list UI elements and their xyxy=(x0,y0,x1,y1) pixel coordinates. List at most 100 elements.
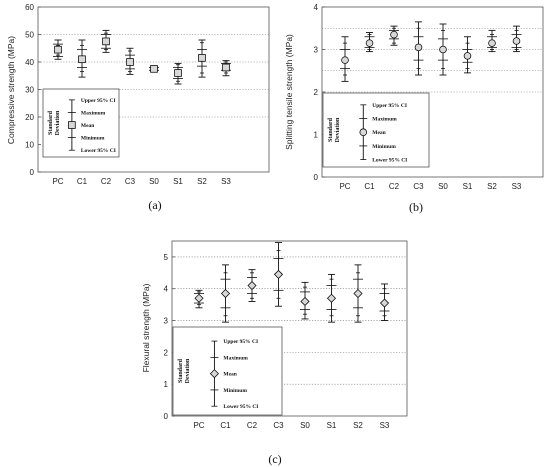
panel-c-S3-mean-marker xyxy=(379,298,390,308)
panel-b-S2-mean-marker xyxy=(488,39,496,47)
panel-c-legend-box xyxy=(172,326,283,416)
panel-b-PC-mean-marker xyxy=(341,56,349,64)
panel-b-S3-mean-marker xyxy=(512,37,521,45)
panel-a-y-tick-label: 30 xyxy=(25,86,34,95)
panel-c-y-tick-label: 0 xyxy=(164,412,169,421)
panel-b-glyph-S2 xyxy=(487,29,497,53)
panel-c-x-tick-label: C1 xyxy=(220,421,231,430)
panel-c-S2-mean-marker xyxy=(353,288,363,299)
panel-c-S1-mean-marker xyxy=(326,293,337,303)
panel-c-glyph-PC xyxy=(194,289,204,309)
panel-c-caption: (c) xyxy=(268,452,281,466)
panel-c-legend-mean-marker xyxy=(209,369,219,379)
panel-a-legend-side-label-2: Deviation xyxy=(55,110,61,135)
panel-c-legend-upper-ci-label: Upper 95% CI xyxy=(223,339,258,345)
panel-a-x-tick-label: PC xyxy=(52,177,63,186)
panel-b-y-tick-label: 0 xyxy=(314,173,319,182)
panel-c-y-tick-label: 1 xyxy=(164,380,169,389)
panel-a-legend: Upper 95% CI Maximum Mean Minimum Lower 95% … xyxy=(42,88,120,158)
panel-c-y-tick-label: 4 xyxy=(164,285,169,294)
panel-c-x-tick-label: S2 xyxy=(353,421,363,430)
panel-b-legend-upper-ci-label: Upper 95% CI xyxy=(372,103,407,109)
panel-b-S0-mean-marker xyxy=(439,45,447,54)
panel-c-glyph-S2 xyxy=(353,264,363,323)
panel-b-C2-mean-marker xyxy=(390,30,398,39)
panel-a-caption: (a) xyxy=(148,198,161,212)
panel-b-legend-glyph xyxy=(359,104,368,161)
panel-c-frame xyxy=(171,240,408,417)
panel-a-legend-mean-marker xyxy=(68,121,76,129)
panel-b-x-tick-label: PC xyxy=(339,182,350,191)
panel-a-legend-side-label-1: Standard xyxy=(48,110,54,135)
panel-a-S1-mean-marker xyxy=(174,69,182,77)
panel-b-x-tick-label: C3 xyxy=(413,182,424,191)
panel-a-y-axis-label: Compressive strength (MPa) xyxy=(6,36,16,144)
panel-c-glyph-S1 xyxy=(326,273,337,323)
panel-c-C1-mean-marker xyxy=(220,288,231,299)
panel-a-glyph-S1 xyxy=(173,62,183,85)
panel-a-glyph-S0 xyxy=(149,65,159,73)
panel-b-x-tick-label: S2 xyxy=(487,182,497,191)
panel-b-legend-side-label-1: Standard xyxy=(328,117,334,142)
panel-c-x-tick-label: C2 xyxy=(247,421,258,430)
panel-b-y-tick-label: 4 xyxy=(314,3,319,12)
panel-b-legend-maximum-label: Maximum xyxy=(372,117,397,123)
panel-b-legend-minimum-label: Minimum xyxy=(372,144,396,150)
panel-c-legend-maximum-label: Maximum xyxy=(223,355,248,361)
panel-b-glyph-C3 xyxy=(413,21,424,76)
panel-a-glyph-C1 xyxy=(77,39,87,78)
panel-a-C2-mean-marker xyxy=(102,37,110,46)
panel-c-legend-mean-label: Mean xyxy=(223,372,236,378)
panel-b-x-tick-label: S1 xyxy=(463,182,473,191)
panel-a-x-tick-label: S1 xyxy=(173,177,183,186)
panel-a: 0 10 20 30 40 50 60 PC C1 C2 C3 S0 S1 S2 S3 Compressi… xyxy=(6,3,270,212)
panel-b-glyph-S3 xyxy=(511,25,522,53)
panel-a-C3-mean-marker xyxy=(126,58,134,66)
panel-c: 0 1 2 3 4 5 PC C1 C2 C3 S0 S1 S2 S3 Flexural strengt… xyxy=(141,240,408,466)
panel-b-x-tick-label: S3 xyxy=(512,182,522,191)
panel-c-y-tick-label: 5 xyxy=(164,253,169,262)
panel-b-legend-mean-label: Mean xyxy=(372,130,385,136)
panel-a-legend-minimum-label: Minimum xyxy=(81,136,105,142)
panel-a-legend-glyph xyxy=(67,99,76,151)
panel-b-glyph-C2 xyxy=(389,25,399,46)
panel-b-x-tick-label: C1 xyxy=(364,182,375,191)
panel-c-x-tick-label: C3 xyxy=(273,421,284,430)
panel-a-y-tick-label: 20 xyxy=(25,113,34,122)
panel-c-glyph-C2 xyxy=(247,269,257,302)
panel-b-S1-mean-marker xyxy=(463,52,472,60)
panel-a-PC-mean-marker xyxy=(54,45,62,54)
panel-c-legend-minimum-label: Minimum xyxy=(223,388,247,394)
panel-c-legend: Upper 95% CI Maximum Mean Minimum Lower 95% … xyxy=(172,326,283,416)
panel-b-x-tick-label: S0 xyxy=(438,182,448,191)
panel-a-x-tick-label: S0 xyxy=(149,177,159,186)
panel-c-PC-mean-marker xyxy=(194,293,204,303)
panel-b-x-tick-label: C2 xyxy=(389,182,400,191)
panel-c-legend-lower-ci-label: Lower 95% CI xyxy=(223,404,258,410)
panel-c-S0-mean-marker xyxy=(300,296,310,307)
panel-c-glyph-S3 xyxy=(379,283,390,321)
panel-a-y-tick-label: 40 xyxy=(25,58,34,67)
panel-a-legend-lower-ci-label: Lower 95% CI xyxy=(81,148,116,154)
panel-a-glyph-C3 xyxy=(125,47,135,75)
panel-a-S3-mean-marker xyxy=(222,63,230,72)
panel-c-y-tick-label: 2 xyxy=(164,348,169,357)
panel-a-y-tick-label: 10 xyxy=(25,141,34,150)
panel-a-y-tick-label: 60 xyxy=(25,3,34,12)
panel-a-legend-mean-label: Mean xyxy=(81,123,94,129)
panel-a-S0-mean-marker xyxy=(150,65,158,73)
panel-c-C2-mean-marker xyxy=(247,280,257,291)
panel-a-legend-upper-ci-label: Upper 95% CI xyxy=(81,98,116,104)
panel-c-x-tick-label: S1 xyxy=(327,421,337,430)
panel-b-glyph-PC xyxy=(340,36,350,82)
panel-a-legend-box xyxy=(42,88,120,158)
panel-a-glyph-PC xyxy=(53,39,63,60)
panel-a-x-tick-label: C3 xyxy=(125,177,136,186)
panel-b-legend-box xyxy=(322,92,430,168)
panel-b-y-tick-label: 3 xyxy=(314,46,319,55)
panel-c-C3-mean-marker xyxy=(273,269,284,279)
panel-b-caption: (b) xyxy=(409,200,423,214)
panel-a-glyph-S2 xyxy=(197,39,207,78)
panel-a-glyph-S3 xyxy=(221,60,231,77)
